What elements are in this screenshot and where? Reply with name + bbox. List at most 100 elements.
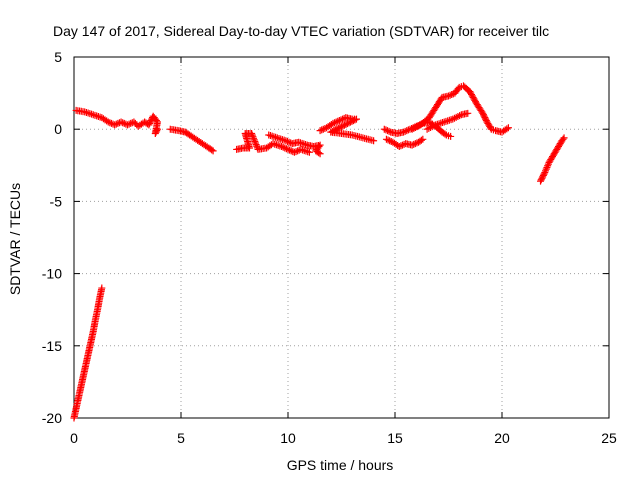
data-point (410, 140, 418, 148)
data-point (430, 122, 438, 130)
y-tick-label: 0 (54, 121, 62, 137)
data-point (250, 134, 258, 142)
data-point (292, 148, 300, 156)
data-point (544, 162, 552, 170)
data-point (281, 144, 289, 152)
series-arc-08 (382, 135, 427, 151)
data-point (337, 116, 345, 124)
data-point (208, 146, 216, 154)
series-arc-11 (537, 134, 568, 185)
data-point (410, 124, 418, 132)
y-tick-label: -5 (50, 193, 63, 209)
x-tick-label: 15 (387, 430, 403, 446)
data-point (386, 137, 394, 145)
series-arc-02 (72, 106, 161, 138)
data-point (401, 127, 409, 135)
data-point (209, 147, 217, 155)
y-tick-label: -15 (42, 338, 62, 354)
data-point (345, 119, 353, 127)
data-point (305, 148, 313, 156)
data-point (248, 131, 256, 139)
data-point (339, 122, 347, 130)
data-point (250, 136, 258, 144)
data-point (411, 140, 419, 148)
data-point (382, 135, 390, 143)
data-point (346, 118, 354, 126)
data-point (107, 119, 115, 127)
data-point (106, 119, 114, 127)
data-point (384, 136, 392, 144)
data-point (294, 147, 302, 155)
data-point (112, 120, 120, 128)
x-tick-label: 0 (70, 430, 78, 446)
data-point (337, 123, 345, 131)
data-point (413, 139, 421, 147)
data-point (251, 137, 259, 145)
data-point (332, 118, 340, 126)
data-point (352, 115, 360, 123)
data-point (286, 146, 294, 154)
data-point (340, 121, 348, 129)
data-point (117, 118, 125, 126)
data-points (70, 82, 568, 422)
data-point (400, 128, 408, 136)
data-point (318, 126, 326, 134)
data-point (398, 141, 406, 149)
data-point (412, 123, 420, 131)
data-point (128, 119, 136, 127)
data-point (413, 123, 421, 131)
data-point (542, 167, 550, 175)
data-point (445, 92, 452, 100)
data-point (450, 114, 458, 122)
data-point (329, 119, 337, 127)
data-point (287, 147, 295, 155)
data-point (456, 112, 464, 120)
data-point (316, 127, 324, 135)
data-point (408, 125, 416, 133)
data-point (503, 125, 511, 133)
data-point (279, 143, 287, 151)
data-point (283, 137, 291, 145)
x-tick-label: 5 (177, 430, 185, 446)
series-arc-06 (316, 114, 378, 145)
data-point (335, 117, 343, 125)
y-tick-label: -10 (42, 266, 62, 282)
series-arc-04 (233, 130, 313, 156)
data-point (249, 133, 257, 141)
data-point (446, 91, 454, 99)
data-point (397, 142, 405, 150)
grid-lines (74, 57, 609, 418)
data-point (543, 163, 551, 171)
data-point (114, 119, 122, 127)
data-point (423, 125, 431, 133)
y-axis-label: SDTVAR / TECUs (7, 183, 23, 295)
data-point (284, 145, 292, 153)
series-arc-03 (166, 125, 217, 155)
data-point (339, 115, 347, 123)
data-point (342, 120, 350, 128)
data-point (425, 124, 433, 132)
data-point (452, 113, 460, 121)
data-point (370, 137, 378, 145)
data-point (104, 118, 112, 126)
data-point (282, 137, 290, 145)
data-point (544, 160, 552, 168)
data-point (385, 127, 393, 135)
data-point (125, 120, 133, 128)
series-arc-10 (423, 109, 472, 133)
chart-title: Day 147 of 2017, Sidereal Day-to-day VTE… (53, 23, 549, 39)
x-tick-label: 10 (280, 430, 296, 446)
data-point (124, 121, 131, 129)
data-point (316, 150, 324, 158)
data-point (419, 135, 427, 143)
data-point (351, 116, 359, 124)
data-point (541, 169, 549, 177)
data-point (290, 148, 298, 156)
axes: 0 5 10 15 20 25 -20 -15 -10 -5 0 5 (42, 49, 617, 446)
data-point (111, 121, 119, 129)
y-tick-label: -20 (42, 410, 62, 426)
x-axis-label: GPS time / hours (287, 457, 394, 473)
data-point (504, 124, 512, 132)
data-point (153, 127, 161, 135)
